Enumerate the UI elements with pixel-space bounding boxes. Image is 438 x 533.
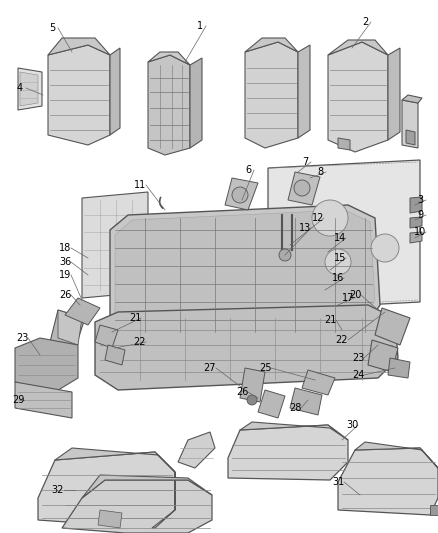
Text: 5: 5	[49, 23, 55, 33]
Text: 16: 16	[332, 273, 344, 283]
Polygon shape	[402, 95, 422, 103]
Text: 8: 8	[317, 167, 323, 177]
Text: 21: 21	[324, 315, 336, 325]
Polygon shape	[55, 448, 175, 472]
Polygon shape	[290, 388, 322, 415]
Polygon shape	[355, 442, 438, 468]
Text: 14: 14	[334, 233, 346, 243]
Polygon shape	[258, 390, 285, 418]
Polygon shape	[245, 38, 298, 52]
Polygon shape	[18, 68, 42, 110]
Text: 23: 23	[16, 333, 28, 343]
Circle shape	[371, 234, 399, 262]
Text: 3: 3	[417, 195, 423, 205]
Circle shape	[312, 200, 348, 236]
Polygon shape	[410, 232, 422, 243]
Polygon shape	[388, 48, 400, 140]
Text: 22: 22	[336, 335, 348, 345]
Polygon shape	[62, 480, 212, 533]
Text: 7: 7	[302, 157, 308, 167]
Text: 11: 11	[134, 180, 146, 190]
Text: 28: 28	[289, 403, 301, 413]
Polygon shape	[228, 425, 348, 480]
Polygon shape	[225, 178, 258, 210]
Text: 22: 22	[134, 337, 146, 347]
Polygon shape	[368, 340, 398, 372]
Text: 6: 6	[245, 165, 251, 175]
Circle shape	[247, 395, 257, 405]
Text: 27: 27	[204, 363, 216, 373]
Polygon shape	[15, 338, 78, 392]
Polygon shape	[98, 510, 122, 528]
Text: 15: 15	[334, 253, 346, 263]
Text: 4: 4	[17, 83, 23, 93]
Text: 32: 32	[52, 485, 64, 495]
Text: 2: 2	[362, 17, 368, 27]
Text: 31: 31	[332, 477, 344, 487]
Text: 9: 9	[417, 210, 423, 220]
Polygon shape	[268, 160, 420, 310]
Polygon shape	[240, 368, 265, 402]
Polygon shape	[48, 38, 110, 55]
Text: 29: 29	[12, 395, 24, 405]
Polygon shape	[338, 138, 350, 150]
Polygon shape	[388, 358, 410, 378]
Text: 21: 21	[129, 313, 141, 323]
Text: 17: 17	[342, 293, 354, 303]
Polygon shape	[328, 42, 388, 152]
Polygon shape	[95, 305, 398, 390]
Polygon shape	[20, 72, 38, 106]
Polygon shape	[82, 192, 148, 298]
Polygon shape	[110, 205, 380, 340]
Text: 30: 30	[346, 420, 358, 430]
Polygon shape	[302, 370, 335, 395]
Polygon shape	[178, 432, 215, 468]
Polygon shape	[58, 310, 82, 345]
Polygon shape	[148, 55, 190, 155]
Polygon shape	[110, 48, 120, 135]
Polygon shape	[115, 210, 375, 335]
Polygon shape	[190, 58, 202, 148]
Text: 1: 1	[197, 21, 203, 31]
Text: 36: 36	[59, 257, 71, 267]
Circle shape	[325, 249, 351, 275]
Text: 10: 10	[414, 227, 426, 237]
Text: 13: 13	[299, 223, 311, 233]
Text: 18: 18	[59, 243, 71, 253]
Polygon shape	[245, 42, 298, 148]
Text: 24: 24	[352, 370, 364, 380]
Text: 26: 26	[236, 387, 248, 397]
Text: 20: 20	[349, 290, 361, 300]
Text: 12: 12	[312, 213, 324, 223]
Polygon shape	[82, 475, 212, 498]
Polygon shape	[48, 310, 85, 358]
Circle shape	[279, 249, 291, 261]
Polygon shape	[328, 40, 388, 55]
Polygon shape	[148, 52, 190, 65]
Polygon shape	[298, 45, 310, 138]
Polygon shape	[15, 382, 72, 418]
Polygon shape	[288, 172, 320, 205]
Polygon shape	[375, 308, 410, 345]
Polygon shape	[430, 505, 438, 515]
Polygon shape	[402, 100, 418, 148]
Text: 19: 19	[59, 270, 71, 280]
Polygon shape	[65, 298, 100, 325]
Polygon shape	[240, 422, 348, 440]
Polygon shape	[410, 197, 422, 213]
Circle shape	[294, 180, 310, 196]
Polygon shape	[38, 452, 175, 528]
Circle shape	[232, 187, 248, 203]
Text: 23: 23	[352, 353, 364, 363]
Polygon shape	[406, 130, 415, 145]
Polygon shape	[48, 45, 110, 145]
Text: 26: 26	[59, 290, 71, 300]
Polygon shape	[338, 448, 438, 515]
Text: 25: 25	[259, 363, 271, 373]
Polygon shape	[95, 325, 118, 348]
Polygon shape	[410, 217, 422, 228]
Polygon shape	[152, 472, 175, 528]
Polygon shape	[105, 345, 125, 365]
